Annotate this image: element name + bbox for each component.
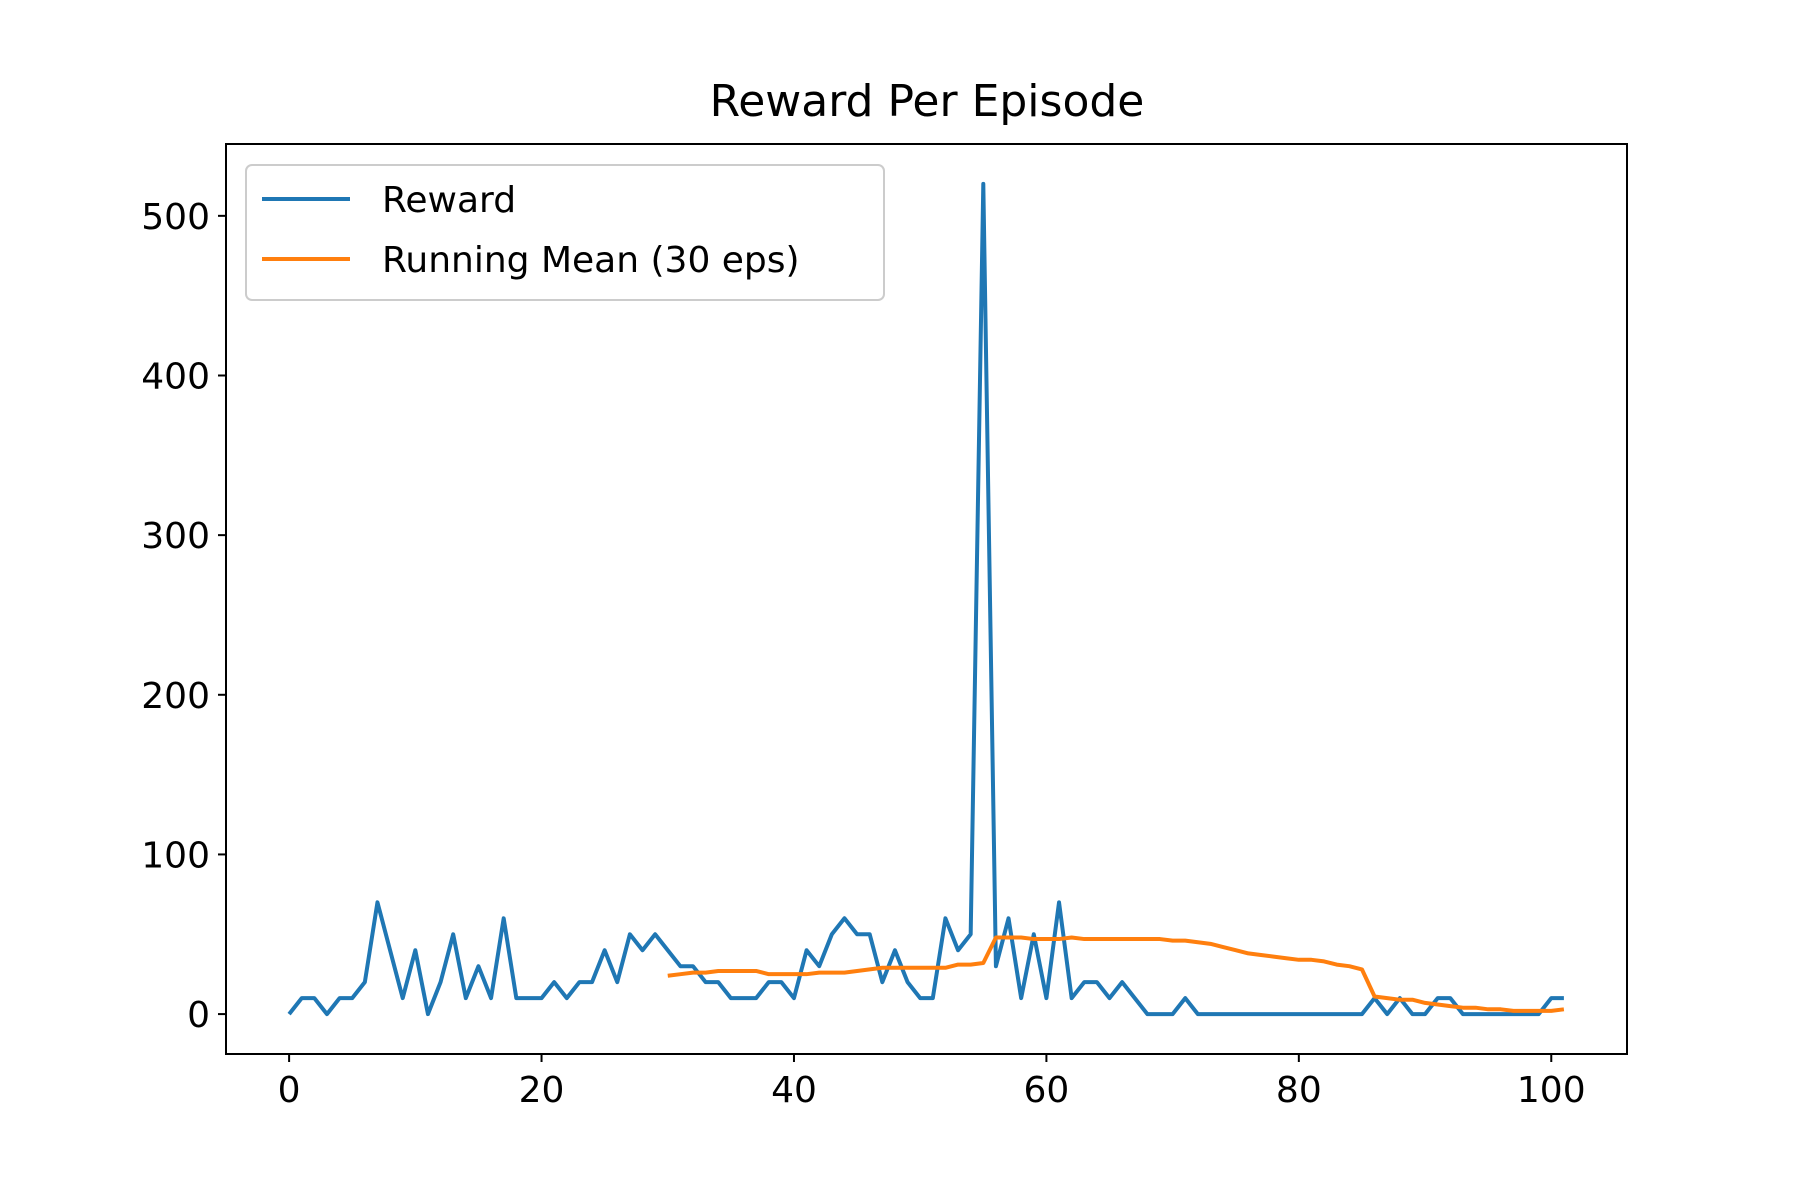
series-line-running-mean (667, 935, 1565, 1013)
legend: Reward Running Mean (30 eps) (245, 164, 885, 301)
y-tick-label: 400 (141, 356, 210, 397)
x-tick-label: 40 (771, 1070, 817, 1111)
plot-area (287, 181, 1565, 1017)
y-tick-label: 100 (141, 835, 210, 876)
y-tick-label: 200 (141, 676, 210, 717)
x-tick-label: 80 (1276, 1070, 1322, 1111)
series-line-reward (287, 181, 1564, 1017)
axes: 0 20 40 60 80 100 0 100 200 300 400 500 (141, 197, 1585, 1111)
y-tick-label: 0 (187, 995, 210, 1036)
legend-label: Running Mean (30 eps) (382, 240, 800, 281)
x-tick-label: 20 (519, 1070, 565, 1111)
legend-box (245, 164, 885, 301)
y-tick-label: 500 (141, 197, 210, 238)
chart-title: Reward Per Episode (710, 76, 1145, 127)
x-tick-label: 100 (1517, 1070, 1586, 1111)
x-tick-label: 60 (1023, 1070, 1069, 1111)
legend-label: Reward (382, 180, 516, 221)
plot-frame (225, 143, 1628, 1055)
y-tick-label: 300 (141, 516, 210, 557)
x-tick-label: 0 (278, 1070, 301, 1111)
